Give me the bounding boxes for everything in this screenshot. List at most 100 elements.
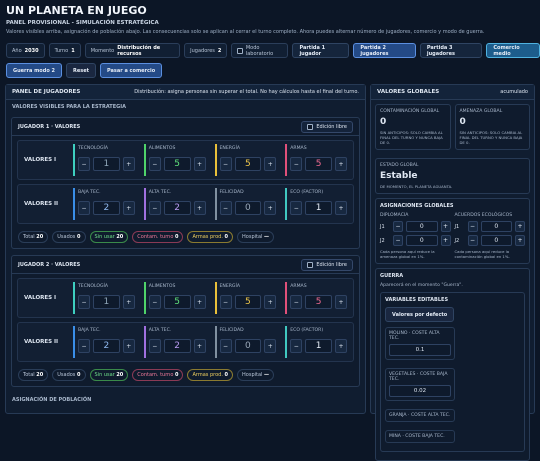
state-note: DE MOMENTO, EL PLANETA AGUANTA. [380, 184, 453, 189]
toolbar-button[interactable]: Partida 1 jugador [292, 43, 350, 58]
minus-button[interactable]: − [219, 157, 232, 171]
plus-button[interactable]: + [440, 221, 451, 232]
minus-button[interactable]: − [290, 339, 303, 353]
plus-button[interactable]: + [335, 201, 347, 215]
minus-button[interactable]: − [393, 235, 403, 246]
plus-button[interactable]: + [335, 339, 347, 353]
player-card: JUGADOR 2 · VALORES Edición libre VALORES … [11, 255, 360, 387]
footer-chip: Usados 0 [52, 231, 86, 243]
reset-defaults[interactable]: Valores por defecto [385, 307, 455, 322]
group-title: DIPLOMACIA [380, 213, 409, 218]
player-label: J2 [380, 237, 385, 244]
toolbar-button[interactable]: Guerra modo 2 [6, 63, 62, 78]
cell-value: 1 [305, 201, 332, 215]
footer-value: 20 [36, 372, 44, 378]
stat-value: 1 [71, 47, 75, 54]
footer-label: Total [23, 372, 35, 378]
footer-label: Contam. turno [137, 372, 174, 378]
minus-button[interactable]: − [219, 201, 232, 215]
minus-button[interactable]: − [78, 339, 90, 353]
state-value: Estable [380, 171, 418, 181]
plus-button[interactable]: + [264, 157, 277, 171]
plus-button[interactable]: + [264, 339, 277, 353]
footer-value: 0 [224, 234, 229, 240]
value-cell: ALTA TEC. −2 + [143, 188, 209, 220]
footer-chip: Contam. turno 0 [132, 369, 184, 381]
variable-label: GRANJA · COSTE ALTA TEC. [389, 413, 451, 418]
checkbox[interactable] [307, 261, 314, 268]
stepper: −2 + [148, 201, 206, 215]
checkbox[interactable] [237, 47, 243, 54]
minus-button[interactable]: − [148, 339, 161, 353]
plus-button[interactable]: + [122, 201, 135, 215]
minus-button[interactable]: − [148, 157, 161, 171]
war: GUERRA Aparecerá en el momento "Guerra".… [375, 268, 530, 461]
group-title: ACUERDOS ECOLÓGICOS [454, 213, 513, 218]
minus-button[interactable]: − [467, 221, 478, 232]
plus-button[interactable]: + [122, 339, 135, 353]
minus-button[interactable]: − [78, 201, 90, 215]
player-label: J1 [380, 223, 385, 230]
stat-value: 2030 [24, 47, 39, 54]
plus-button[interactable]: + [122, 295, 135, 309]
toolbar-button[interactable]: Partida 2 jugadores [353, 43, 416, 58]
value-cell: TECNOLOGÍA −1 + [73, 144, 138, 176]
footer-chip: Hospital — [237, 231, 275, 243]
toolbar: Guerra modo 2 Reset Pasar a comercio [6, 63, 163, 78]
minus-button[interactable]: − [78, 295, 90, 309]
variable-value[interactable]: 0.1 [389, 344, 451, 356]
minus-button[interactable]: − [219, 339, 232, 353]
minus-button[interactable]: − [290, 201, 303, 215]
plus-button[interactable]: + [440, 235, 451, 246]
cell-value: 5 [163, 295, 191, 309]
minus-button[interactable]: − [393, 221, 403, 232]
plus-button[interactable]: + [515, 221, 525, 232]
variable-label: MINA · COSTE BAJA TEC. [389, 434, 445, 439]
plus-button[interactable]: + [193, 339, 206, 353]
toolbar-button[interactable]: Comercio medio [486, 43, 540, 58]
value-cell: ECO (FACTOR) −1 + [285, 326, 350, 358]
description: Valores visibles arriba, asignación de p… [6, 29, 485, 35]
plus-button[interactable]: + [193, 201, 206, 215]
plus-button[interactable]: + [515, 235, 525, 246]
plus-button[interactable]: + [193, 295, 206, 309]
plus-button[interactable]: + [193, 157, 206, 171]
card-value: 0 [380, 117, 387, 127]
minus-button[interactable]: − [78, 157, 90, 171]
stat-label: Momento [90, 47, 115, 54]
plus-button[interactable]: + [335, 157, 347, 171]
toolbar-button[interactable]: Partida 3 jugadores [419, 43, 483, 58]
value-cell: ALTA TEC. −2 + [143, 326, 209, 358]
toolbar-button[interactable]: Pasar a comercio [99, 63, 163, 78]
free-edit[interactable]: Edición libre [301, 258, 353, 271]
free-edit[interactable]: Edición libre [301, 120, 353, 133]
variables: MOLINO · COSTE ALTA TEC. 0.1 VEGETALES · C… [385, 327, 520, 447]
checkbox[interactable] [307, 123, 314, 130]
stat-chip: Jugadores 2 [184, 43, 228, 58]
minus-button[interactable]: − [290, 295, 303, 309]
cell-name: ECO (FACTOR) [290, 328, 324, 333]
minus-button[interactable]: − [148, 295, 161, 309]
row-label: VALORES II [24, 201, 59, 207]
stat-chip: Momento Distribución de recursos [84, 43, 181, 58]
toolbar-button[interactable]: Reset [65, 63, 96, 78]
cell-name: TECNOLOGÍA [78, 146, 109, 151]
footer-label: Usados [57, 372, 76, 378]
cell-value: 1 [305, 339, 332, 353]
lab-toggle[interactable]: Modo laboratorio [231, 43, 289, 58]
minus-button[interactable]: − [467, 235, 478, 246]
footer-label: Usados [57, 234, 76, 240]
variable-value[interactable]: 0.02 [389, 385, 451, 397]
minus-button[interactable]: − [219, 295, 232, 309]
variable: MINA · COSTE BAJA TEC. [385, 430, 455, 443]
minus-button[interactable]: − [148, 201, 161, 215]
footer-label: Sin usar [94, 234, 115, 240]
value-cell: ARMAS −5 + [285, 144, 350, 176]
minus-button[interactable]: − [290, 157, 303, 171]
footer-label: Armas prod. [192, 234, 223, 240]
plus-button[interactable]: + [335, 295, 347, 309]
plus-button[interactable]: + [264, 295, 277, 309]
stepper: −5 + [219, 157, 277, 171]
plus-button[interactable]: + [264, 201, 277, 215]
plus-button[interactable]: + [122, 157, 135, 171]
